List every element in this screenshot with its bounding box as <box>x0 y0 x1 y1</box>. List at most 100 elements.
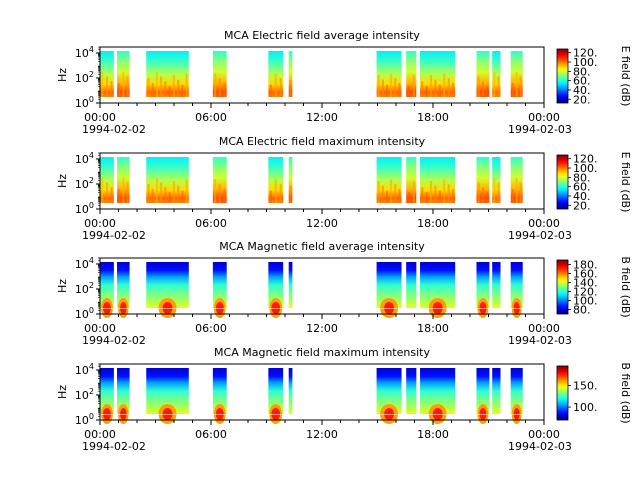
panel-4: MCA Magnetic field maximum intensity 100 1… <box>56 346 632 453</box>
spectrogram-segment <box>117 262 130 308</box>
spectrogram-texture <box>511 82 514 97</box>
colorbar-tick-label: 140. <box>573 277 598 290</box>
spectrogram-texture <box>477 76 480 97</box>
colorbar-tick-label: 100. <box>573 162 598 175</box>
spectrogram-segment <box>268 262 284 308</box>
spectrogram-texture <box>398 188 401 203</box>
spectrogram-segment <box>100 157 114 203</box>
spectrogram-segment <box>268 368 284 414</box>
y-axis-label: Hz <box>56 279 69 293</box>
spectrogram-segment <box>117 368 130 414</box>
y-tick-label: 100 <box>75 306 94 321</box>
spectrogram-texture <box>430 74 433 97</box>
spectrogram-texture <box>185 73 188 97</box>
spectrogram-texture <box>118 188 121 203</box>
spectrogram-texture <box>385 190 388 203</box>
panel-3: MCA Magnetic field average intensity 100 1… <box>56 240 632 347</box>
spectrogram-texture <box>519 76 522 97</box>
spectrogram-segment <box>406 262 417 308</box>
spectrogram-texture <box>452 188 455 203</box>
y-tick-label: 102 <box>75 281 94 296</box>
colorbar-label: E field (dB) <box>619 46 632 107</box>
spectrogram-texture <box>515 177 518 203</box>
spectrogram-texture <box>279 78 282 97</box>
spectrogram-texture <box>421 81 424 97</box>
spectrogram-texture <box>438 190 441 203</box>
x-tick-label: 00:00 <box>528 217 560 230</box>
colorbar-tick-label: 100. <box>573 295 598 308</box>
spectrogram-texture <box>381 185 384 203</box>
spectrogram-texture <box>151 82 154 97</box>
y-tick-label: 104 <box>75 151 94 166</box>
colorbar-tick-label: 60. <box>573 75 591 88</box>
colorbar-tick-label: 80. <box>573 304 591 317</box>
y-tick-label: 100 <box>75 95 94 110</box>
colorbar-label: B field (dB) <box>619 362 632 423</box>
colorbar-tick-label: 80. <box>573 65 591 78</box>
spectrogram-texture <box>497 182 500 203</box>
colorbar-label: E field (dB) <box>619 152 632 213</box>
y-tick-label: 104 <box>75 362 94 377</box>
spectrogram-texture <box>218 184 221 203</box>
spectrogram-texture <box>185 179 188 203</box>
x-tick-label: 06:00 <box>195 428 227 441</box>
spectrogram-texture <box>481 187 484 203</box>
x-tick-label: 18:00 <box>417 217 449 230</box>
spectrogram-segment <box>212 368 227 414</box>
spectrogram-texture <box>407 86 410 97</box>
spectrogram-texture <box>214 73 217 97</box>
spectrogram-texture <box>447 78 450 97</box>
spectrogram-texture <box>477 182 480 203</box>
x-tick-label: 06:00 <box>195 322 227 335</box>
spectrogram-segment <box>288 262 293 308</box>
spectrogram-texture <box>289 79 292 97</box>
y-tick-label: 102 <box>75 70 94 85</box>
colorbar-tick-label: 120. <box>573 47 598 60</box>
spectrogram-texture <box>269 84 272 97</box>
x-date-end: 1994-02-03 <box>508 123 572 136</box>
spectrogram-texture <box>223 82 226 97</box>
colorbar-tick-label: 40. <box>573 84 591 97</box>
spectrogram-texture <box>101 177 104 203</box>
spectrogram-segment <box>100 51 114 97</box>
spectrogram-texture <box>126 76 129 97</box>
spectrogram-texture <box>168 192 171 203</box>
spectrogram-texture <box>519 182 522 203</box>
spectrogram-texture <box>447 184 450 203</box>
x-tick-label: 06:00 <box>195 217 227 230</box>
spectrogram-texture <box>438 84 441 97</box>
spectrogram-texture <box>218 78 221 97</box>
spectrogram-segment <box>406 51 417 97</box>
spectrogram-texture <box>101 71 104 97</box>
colorbar <box>556 48 569 104</box>
x-tick-label: 00:00 <box>528 111 560 124</box>
spectrogram-texture <box>164 187 167 203</box>
spectrogram-texture <box>443 179 446 203</box>
spectrogram-segment <box>510 262 523 308</box>
spectrogram-texture <box>425 192 428 203</box>
spectrogram-texture <box>377 74 380 97</box>
spectrogram-texture <box>434 79 437 97</box>
spectrogram-texture <box>289 185 292 203</box>
spectrogram-segment <box>288 51 293 97</box>
spectrogram-texture <box>126 182 129 203</box>
spectrogram-segment <box>492 157 501 203</box>
x-date-end: 1994-02-03 <box>508 440 572 453</box>
spectrogram-texture <box>412 180 415 203</box>
panel-title: MCA Electric field average intensity <box>224 29 420 42</box>
spectrogram-texture <box>421 187 424 203</box>
spectrogram-segment <box>476 157 490 203</box>
spectrogram-texture <box>443 73 446 97</box>
spectrogram-segment <box>492 262 501 308</box>
x-tick-label: 00:00 <box>84 111 116 124</box>
x-tick-label: 00:00 <box>84 217 116 230</box>
spectrogram-texture <box>147 78 150 97</box>
colorbar-label: B field (dB) <box>619 256 632 317</box>
spectrogram-texture <box>279 184 282 203</box>
spectrogram-segment <box>406 157 417 203</box>
panel-title: MCA Electric field maximum intensity <box>219 135 426 148</box>
colorbar-tick-label: 180. <box>573 259 598 272</box>
x-tick-label: 00:00 <box>528 428 560 441</box>
spectrogram-texture <box>164 81 167 97</box>
